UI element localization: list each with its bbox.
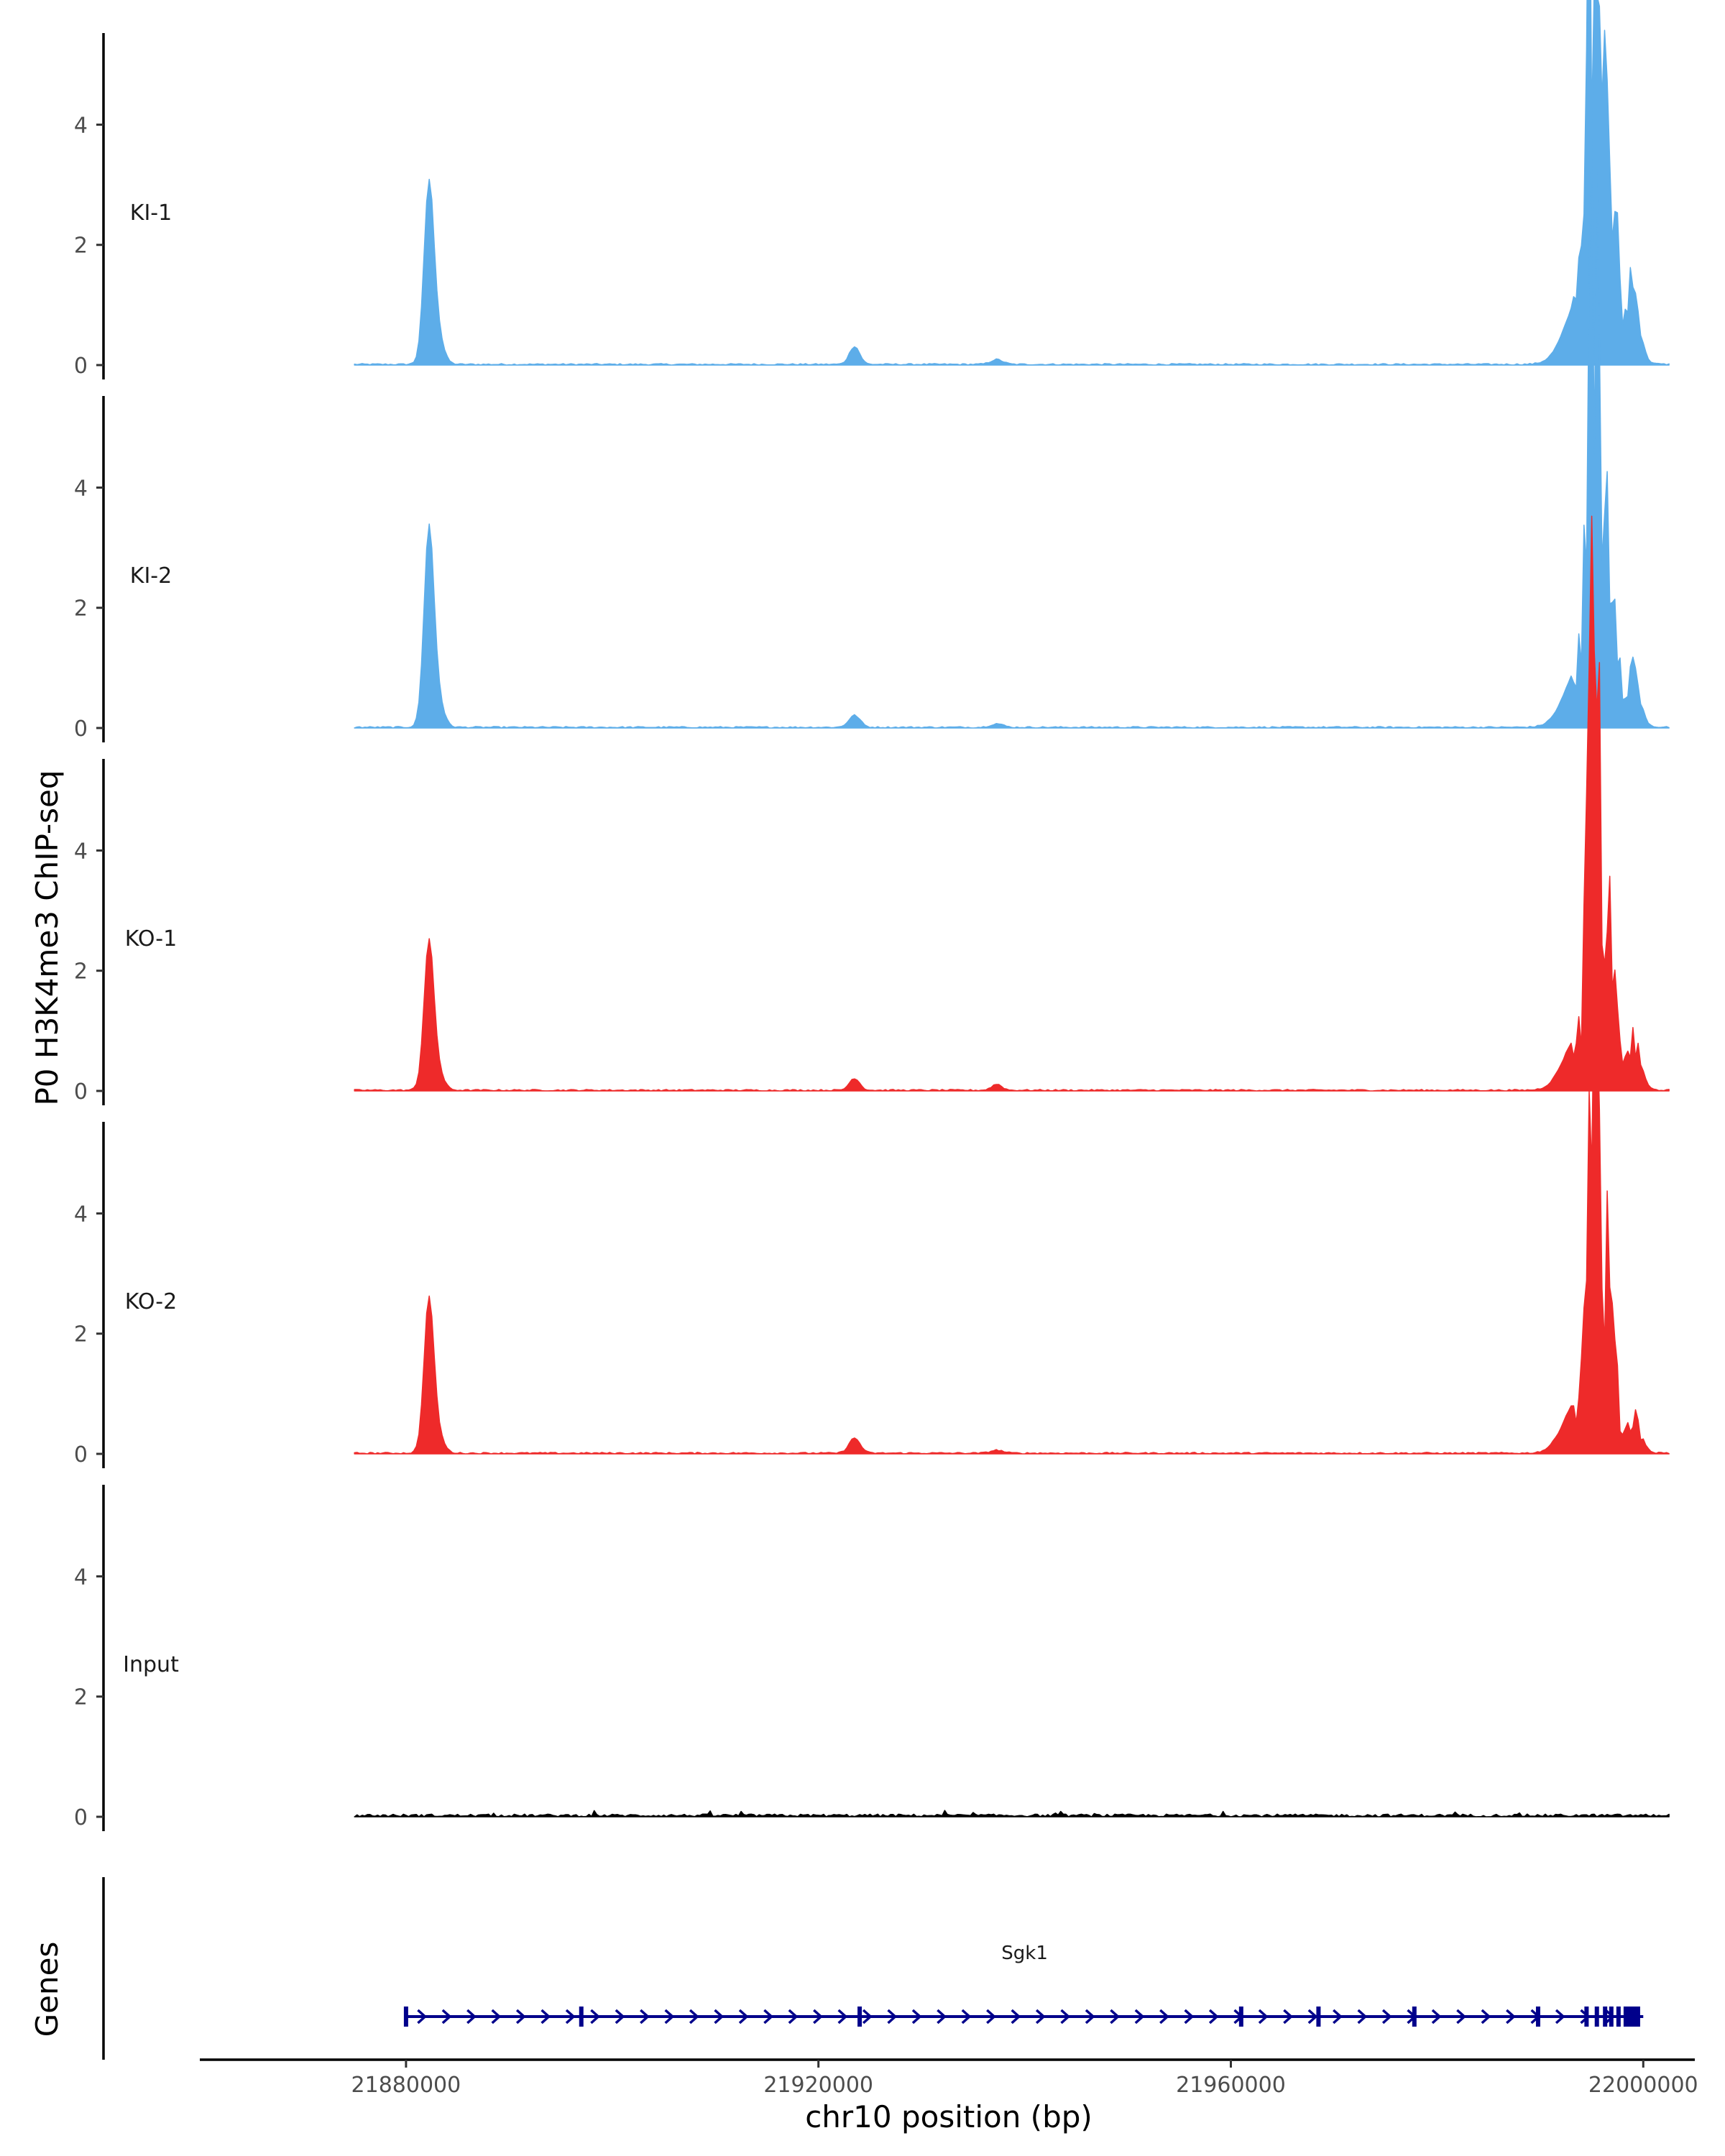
y-tick-label-ko-1: 0 <box>74 1079 88 1105</box>
gene-label: Sgk1 <box>1001 1943 1048 1964</box>
strand-arrow <box>664 2009 675 2024</box>
strand-arrow <box>515 2009 526 2024</box>
signal-ki-1 <box>354 0 1670 366</box>
track-label-ko-2: KO-2 <box>125 1289 177 1314</box>
y-tick-label-input: 2 <box>74 1685 88 1710</box>
y-axis-title: P0 H3K4me3 ChIP-seq <box>29 770 65 1105</box>
strand-arrow <box>1011 2009 1021 2024</box>
exon <box>1623 2007 1628 2027</box>
signal-ki-2 <box>354 139 1670 729</box>
strand-arrow <box>1110 2009 1121 2024</box>
strand-arrow <box>911 2009 922 2024</box>
track-ko-2: 0 2 4 KO-2 <box>74 974 1670 1468</box>
strand-arrow <box>491 2009 502 2024</box>
strand-arrow <box>1208 2009 1219 2024</box>
exon <box>1616 2007 1621 2027</box>
y-tick-label-ki-1: 0 <box>74 354 88 379</box>
strand-arrow <box>862 2009 873 2024</box>
strand-arrow <box>937 2009 947 2024</box>
strand-arrow <box>441 2009 452 2024</box>
exon <box>1625 2007 1640 2027</box>
exon <box>1316 2007 1321 2027</box>
strand-arrow <box>590 2009 601 2024</box>
strand-arrow <box>1060 2009 1071 2024</box>
x-tick-label: 22000000 <box>1588 2073 1698 2098</box>
exon <box>1412 2007 1417 2027</box>
strand-arrow <box>763 2009 774 2024</box>
strand-arrow <box>986 2009 996 2024</box>
signal-input <box>354 1810 1670 1818</box>
y-tick-label-input: 0 <box>74 1805 88 1830</box>
strand-arrow <box>565 2009 576 2024</box>
strand-arrow <box>466 2009 477 2024</box>
exon <box>1238 2007 1243 2027</box>
strand-arrow <box>1134 2009 1145 2024</box>
track-label-input: Input <box>123 1652 179 1677</box>
genes-axis-title: Genes <box>29 1942 65 2037</box>
x-tick-label: 21920000 <box>763 2073 873 2098</box>
track-label-ko-1: KO-1 <box>125 926 177 952</box>
y-tick-label-ki-1: 4 <box>74 113 88 138</box>
x-tick-label: 21960000 <box>1176 2073 1286 2098</box>
strand-arrow <box>887 2009 898 2024</box>
exon <box>579 2007 584 2027</box>
track-label-ki-2: KI-2 <box>130 563 172 589</box>
strand-arrow <box>540 2009 551 2024</box>
strand-arrow <box>417 2009 428 2024</box>
exon <box>1584 2007 1589 2027</box>
strand-arrow <box>1456 2009 1466 2024</box>
strand-arrow <box>738 2009 749 2024</box>
track-ki-2: 0 2 4 KI-2 <box>74 139 1670 742</box>
exon <box>1609 2007 1614 2027</box>
track-label-ki-1: KI-1 <box>130 201 172 226</box>
y-tick-label-ki-2: 4 <box>74 476 88 501</box>
y-tick-label-ko-2: 0 <box>74 1442 88 1468</box>
exon <box>1594 2007 1599 2027</box>
strand-arrow <box>1357 2009 1368 2024</box>
exon <box>1535 2007 1540 2027</box>
y-tick-label-input: 4 <box>74 1565 88 1590</box>
strand-arrow <box>1085 2009 1095 2024</box>
strand-arrow <box>615 2009 625 2024</box>
strand-arrow <box>1184 2009 1195 2024</box>
exon <box>1603 2007 1608 2027</box>
strand-arrow <box>813 2009 823 2024</box>
y-tick-label-ko-2: 2 <box>74 1322 88 1348</box>
strand-arrow <box>1333 2009 1343 2024</box>
y-tick-label-ki-2: 0 <box>74 717 88 742</box>
strand-arrow <box>1159 2009 1169 2024</box>
strand-arrow <box>1283 2009 1293 2024</box>
signal-ko-2 <box>354 974 1670 1455</box>
x-tick-label: 21880000 <box>351 2073 461 2098</box>
track-ki-1: 0 2 4 KI-1 <box>74 0 1670 379</box>
strand-arrow <box>1481 2009 1491 2024</box>
y-tick-label-ki-1: 2 <box>74 234 88 259</box>
gene-sgk1: Sgk1 <box>403 1943 1644 2027</box>
x-axis-title: chr10 position (bp) <box>805 2099 1092 2134</box>
strand-arrow <box>1555 2009 1565 2024</box>
exon <box>403 2007 408 2027</box>
strand-arrow <box>788 2009 799 2024</box>
y-tick-label-ki-2: 2 <box>74 596 88 622</box>
signal-ko-1 <box>354 515 1670 1092</box>
strand-arrow <box>689 2009 699 2024</box>
strand-arrow <box>837 2009 848 2024</box>
strand-arrow <box>1307 2009 1318 2024</box>
y-tick-label-ko-1: 2 <box>74 959 88 985</box>
y-tick-label-ko-1: 4 <box>74 839 88 864</box>
y-tick-label-ko-2: 4 <box>74 1202 88 1227</box>
track-ko-1: 0 2 4 KO-1 <box>74 515 1670 1105</box>
track-input: 0 2 4 Input <box>74 1485 1670 1831</box>
strand-arrow <box>961 2009 972 2024</box>
strand-arrow <box>1258 2009 1269 2024</box>
strand-arrow <box>640 2009 650 2024</box>
strand-arrow <box>1506 2009 1516 2024</box>
strand-arrow <box>1431 2009 1442 2024</box>
strand-arrow <box>1381 2009 1392 2024</box>
strand-arrow <box>714 2009 724 2024</box>
strand-arrow <box>1035 2009 1046 2024</box>
exon <box>857 2007 862 2027</box>
